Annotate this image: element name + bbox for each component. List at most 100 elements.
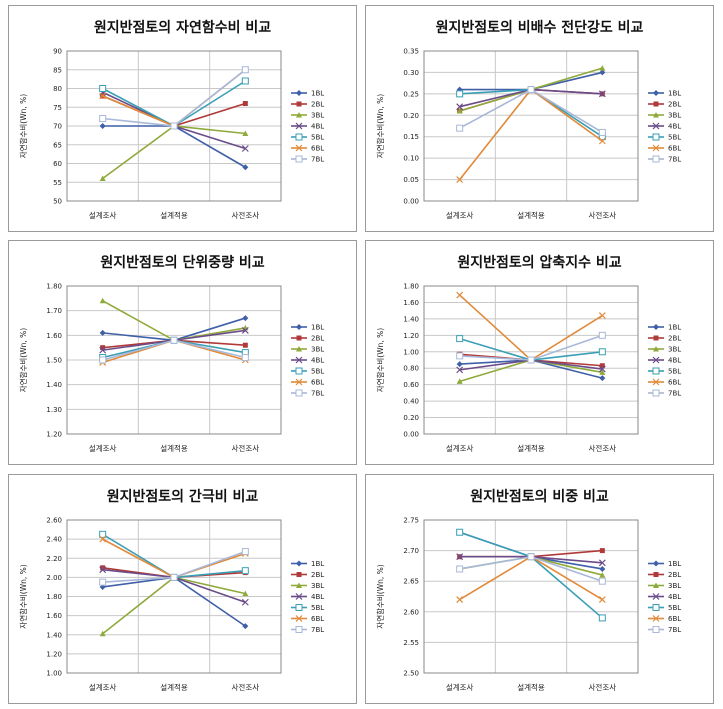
legend-label-1BL: 1BL [668,324,681,332]
legend-label-3BL: 3BL [311,112,324,120]
data-point-6BL [99,535,107,543]
legend-label-5BL: 5BL [668,134,681,142]
data-point-3BL [99,630,106,637]
y-tick-label: 1.40 [403,315,419,323]
data-point-7BL [241,66,249,74]
legend-label-2BL: 2BL [311,101,324,109]
legend-label-1BL: 1BL [668,560,681,568]
legend-label-1BL: 1BL [311,90,324,98]
data-point-3BL [456,108,463,114]
x-tick-label: 설계조사 [89,682,117,692]
plot-area-frame [66,50,282,202]
data-point-5BL [456,335,464,343]
chart-title: 원지반점토의 비배수 전단강도 비교 [436,19,644,36]
legend-marker-1BL [296,324,302,330]
data-point-2BL [599,363,605,369]
y-axis-label: 자연함수비(Wn, %) [19,94,28,158]
legend-marker-7BL [295,389,303,397]
y-tick-label: 1.60 [403,299,419,307]
data-point-1BL [242,623,249,630]
y-axis-label: 자연함수비(Wn, %) [19,564,28,628]
legend-label-2BL: 2BL [668,335,681,343]
y-tick-label: 2.00 [46,574,62,582]
data-point-1BL [599,565,606,572]
data-point-6BL [598,596,606,603]
series-line-5BL [102,80,246,127]
legend-marker-5BL [652,367,660,375]
x-tick-label: 설계적용 [517,210,545,220]
y-tick-label: 0.40 [403,398,419,406]
legend-label-4BL: 4BL [311,593,324,601]
data-point-4BL [456,366,464,374]
legend-label-7BL: 7BL [668,156,681,164]
chart-panel-specific-gravity: 원지반점토의 비중 비교 자연함수비(Wn, %) 2.50 2.55 2.60 2.65… [365,474,714,704]
legend-marker-4BL [295,593,303,600]
series-line-5BL [459,88,603,138]
legend-marker-5BL [295,367,303,375]
y-tick-label: 1.60 [46,612,62,620]
chart-title: 원지반점토의 단위중량 비교 [100,254,264,271]
y-tick-label: 1.00 [46,670,62,678]
legend-label-5BL: 5BL [311,134,324,142]
y-tick-label: 75 [53,104,62,112]
data-point-7BL [456,565,464,573]
legend-label-2BL: 2BL [668,101,681,109]
y-tick-label: 0.20 [403,414,419,422]
data-point-1BL [99,123,106,129]
data-point-5BL [241,567,249,575]
x-tick-label: 사전조사 [589,682,617,692]
legend-marker-3BL [653,112,659,118]
y-tick-label: 1.20 [46,431,62,439]
y-tick-label: 1.20 [46,650,62,658]
data-point-4BL [241,598,249,606]
data-point-7BL [99,578,107,586]
data-point-4BL [241,145,249,152]
legend-label-4BL: 4BL [668,123,681,131]
chart-title: 원지반점토의 자연함수비 비교 [94,19,271,36]
legend-marker-1BL [653,560,659,567]
legend-marker-6BL [295,144,303,152]
data-point-4BL [598,559,606,567]
legend-label-2BL: 2BL [311,335,324,343]
data-point-7BL [241,548,249,556]
legend-marker-5BL [295,604,303,611]
y-tick-label: 2.65 [403,578,419,586]
x-tick-label: 설계조사 [446,443,474,453]
series-line-6BL [102,69,246,127]
x-tick-label: 사전조사 [589,443,617,453]
data-point-3BL [242,130,249,136]
data-point-4BL [99,566,107,574]
y-tick-label: 0.15 [403,133,419,141]
data-point-5BL [99,85,107,92]
legend-label-3BL: 3BL [668,346,681,354]
legend-label-3BL: 3BL [668,582,681,590]
legend-label-1BL: 1BL [311,560,324,568]
y-axis-label: 자연함수비(Wn, %) [19,328,28,392]
chart-panel-water-content: 원지반점토의 자연함수비 비교 자연함수비(Wn, %) 50 55 60 65 70 75 8… [8,5,357,232]
y-tick-label: 55 [53,179,62,187]
y-tick-label: 0.80 [403,365,419,373]
series-line-7BL [102,69,246,127]
chart-title: 원지반점토의 압축지수 비교 [457,254,621,271]
y-tick-label: 1.80 [46,593,62,601]
y-tick-label: 1.70 [46,307,62,315]
legend-marker-5BL [652,133,660,141]
plot-area-frame [423,50,639,202]
y-tick-label: 0.20 [403,112,419,120]
y-tick-label: 2.55 [403,639,419,647]
legend-marker-6BL [295,378,303,386]
data-point-5BL [598,348,606,356]
legend-marker-1BL [653,324,659,330]
data-point-2BL [242,342,248,348]
legend-marker-6BL [295,615,303,622]
legend-label-3BL: 3BL [311,346,324,354]
y-tick-label: 1.80 [403,283,419,291]
legend-marker-3BL [296,112,302,118]
y-tick-label: 1.00 [403,348,419,356]
data-point-3BL [242,590,249,597]
y-axis-label: 자연함수비(Wn, %) [376,328,385,392]
legend-label-5BL: 5BL [668,604,681,612]
data-point-6BL [99,92,107,100]
legend-marker-3BL [296,346,302,352]
